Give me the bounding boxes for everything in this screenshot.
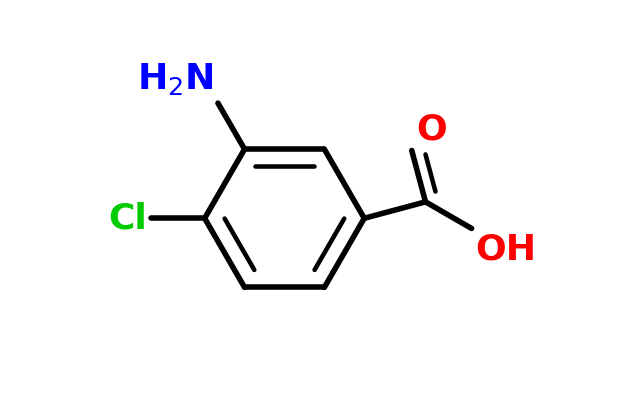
Text: O: O <box>416 112 447 146</box>
Text: H$_2$N: H$_2$N <box>137 61 214 97</box>
Text: Cl: Cl <box>108 201 146 235</box>
Text: OH: OH <box>476 232 537 267</box>
